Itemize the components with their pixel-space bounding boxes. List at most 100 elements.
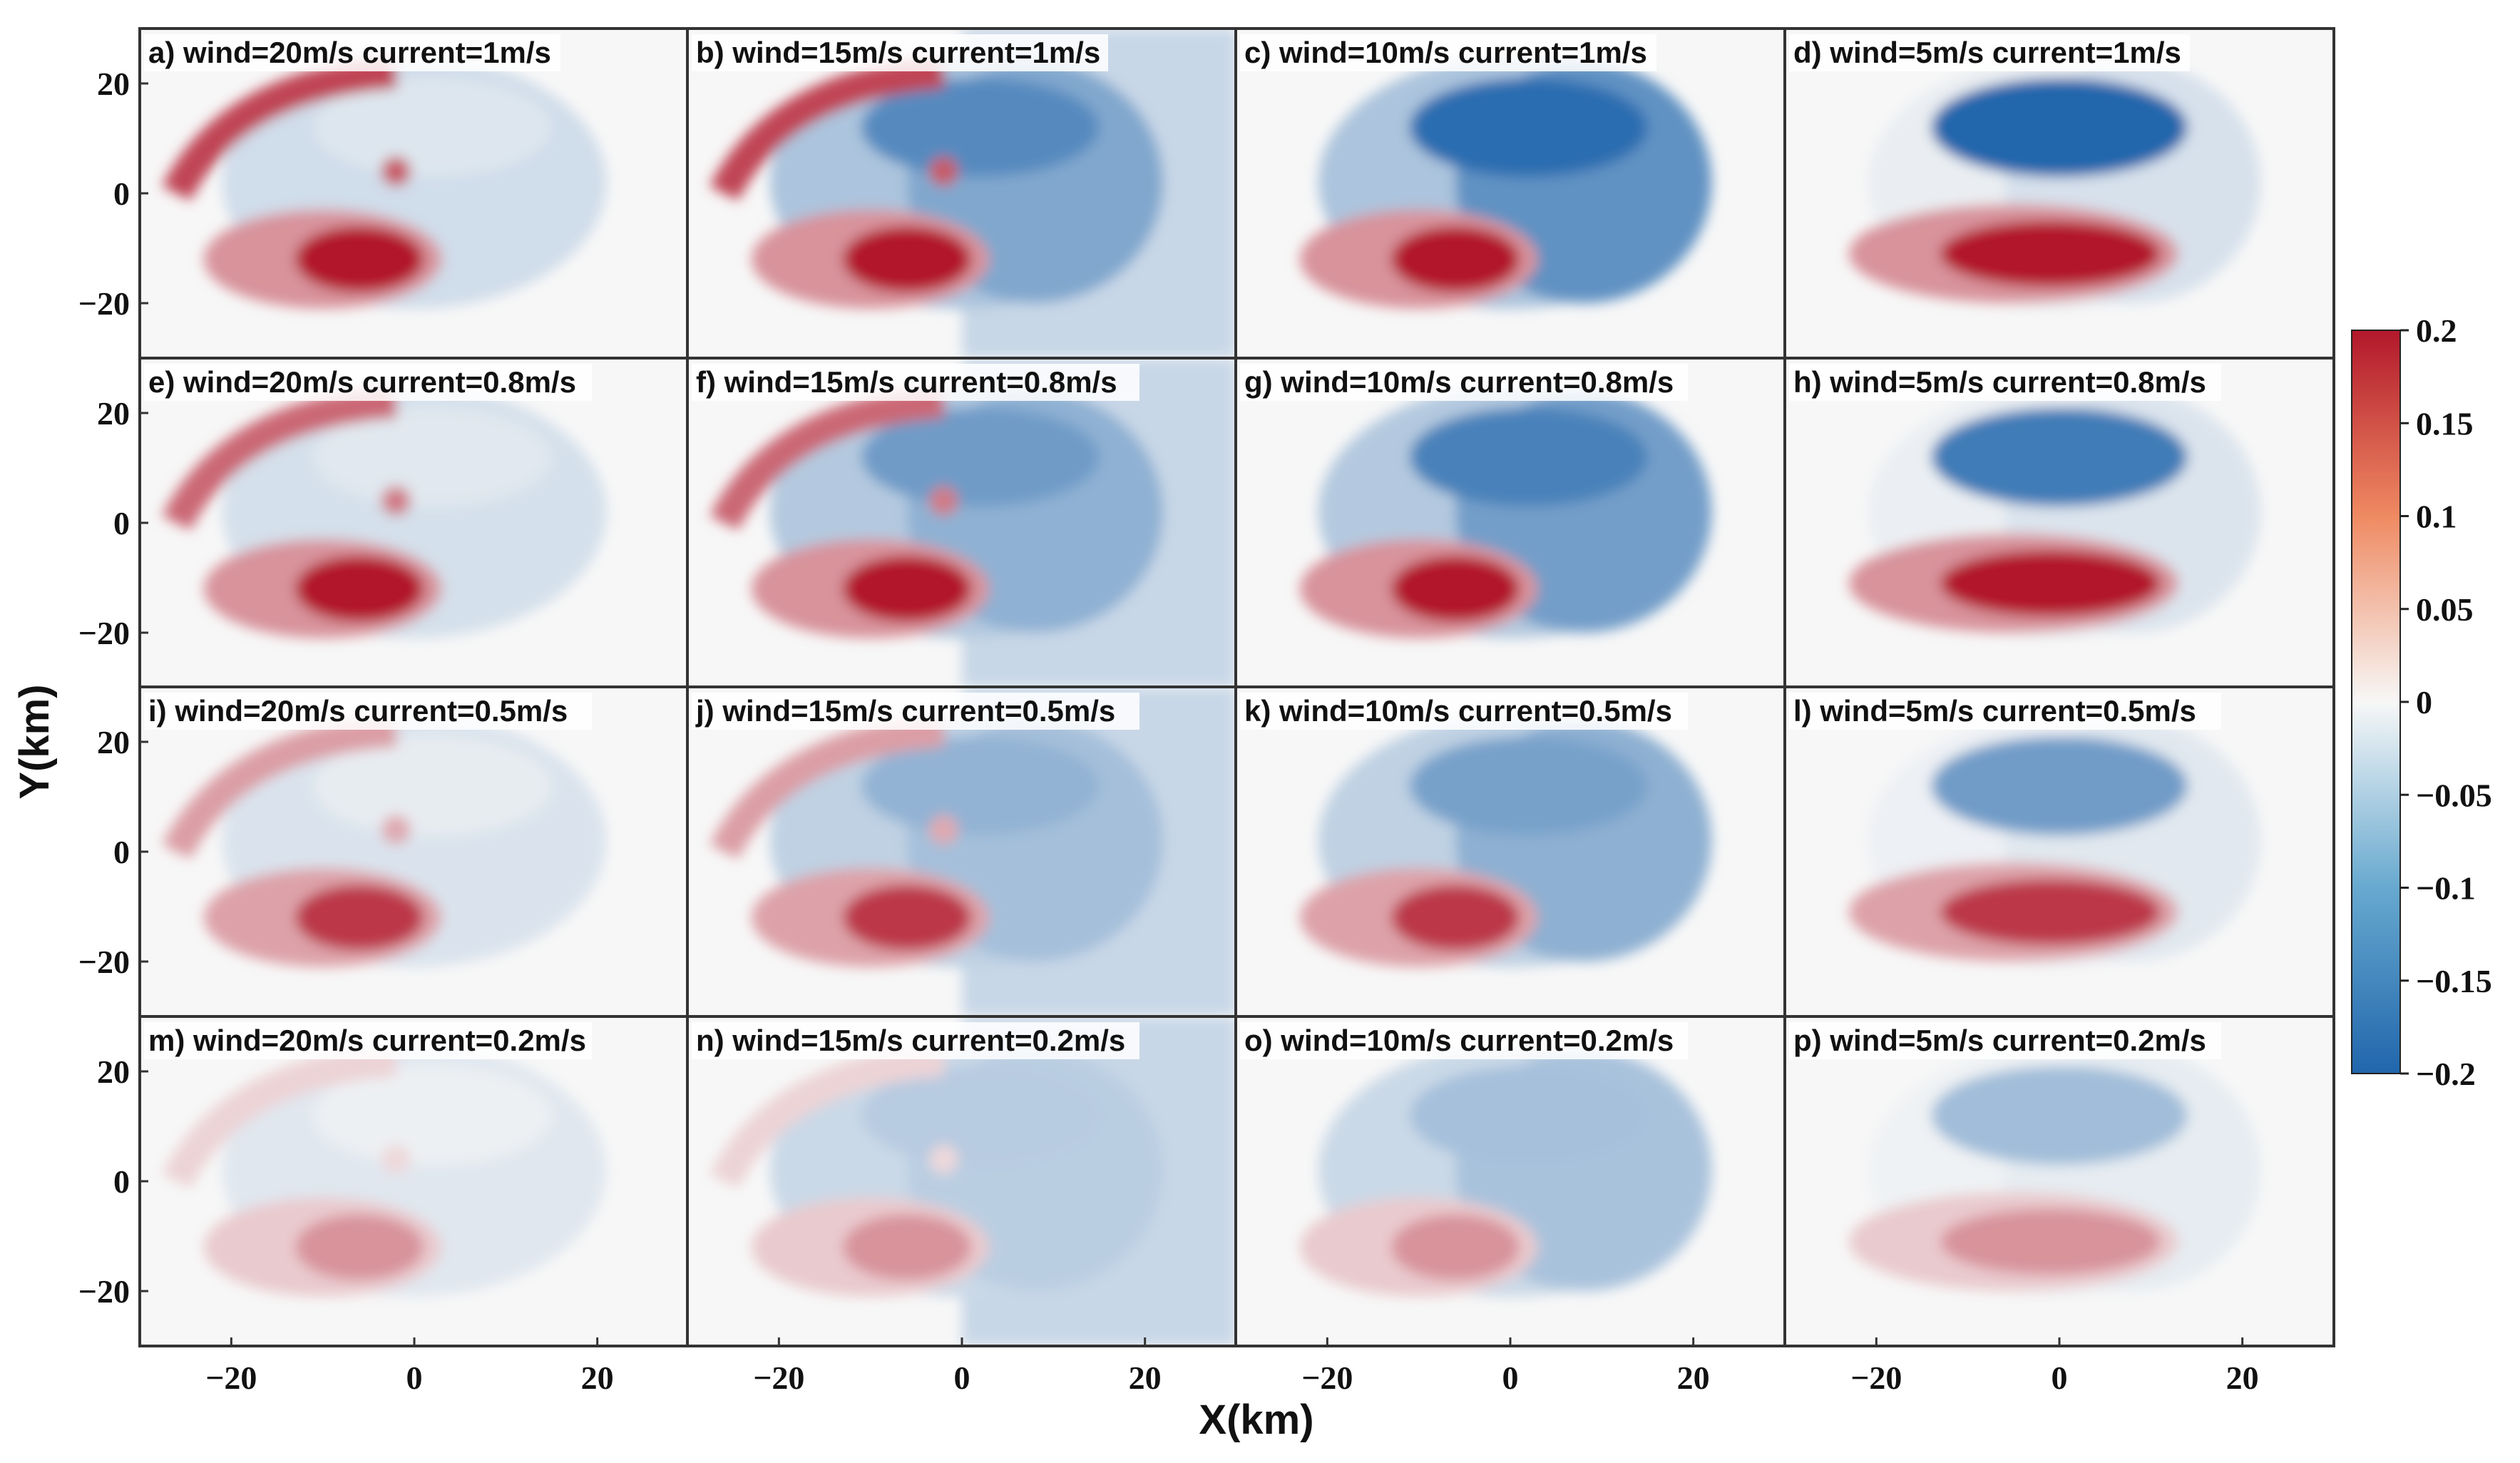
panel-field [1299,56,1712,309]
panel-label: k) wind=10m/s current=0.5m/s [1244,694,1672,728]
field-red-core [843,885,971,951]
panel-label: a) wind=20m/s current=1m/s [148,36,551,69]
colorbar-ticks: 0.2 0.15 0.1 0.05 0 −0.05 −0.1 −0.15 −0.2 [2400,312,2492,1092]
panel-field [1848,714,2261,967]
x-tick-label: −20 [753,1360,804,1396]
field-island-blob [928,1144,958,1174]
y-tick-label: 0 [113,1163,130,1200]
x-tick-label: 0 [2052,1360,2068,1396]
field-upper-lobe [313,407,552,506]
panel-field [162,385,607,638]
x-tick-label: 20 [2226,1360,2259,1396]
field-upper-lobe [1931,736,2188,835]
y-tick-label: 20 [97,1054,130,1090]
panel: m) wind=20m/s current=0.2m/s [138,1015,690,1347]
field-red-core [295,1214,424,1280]
panel: i) wind=20m/s current=0.5m/s [138,685,690,1018]
field-red-core [843,556,971,622]
panel: f) wind=15m/s current=0.8m/s [686,357,1238,689]
field-island-blob [381,1144,411,1174]
panel-label: d) wind=5m/s current=1m/s [1793,36,2181,69]
colorbar: 0.2 0.15 0.1 0.05 0 −0.05 −0.1 −0.15 −0.2 [2351,312,2492,1092]
panel-label-background [1789,364,2221,401]
y-tick-label: 0 [113,175,130,212]
field-red-core [1391,226,1520,292]
panel: a) wind=20m/s current=1m/s [138,27,690,360]
axes-layer: 20 0 −20 20 0 −20 20 0 −20 20 0 −20 −20 0 20 −20 0 20 −20 0… [78,66,2259,1396]
colorbar-tick-label: −0.15 [2416,963,2492,999]
colorbar-gradient [2351,330,2401,1074]
field-upper-lobe [1409,407,1648,506]
panel-label-background [692,1022,1139,1059]
x-tick-label: 0 [406,1360,423,1396]
field-upper-lobe [1409,736,1648,835]
panel: d) wind=5m/s current=1m/s [1783,27,2335,360]
field-upper-lobe [313,78,552,177]
panels-layer: a) wind=20m/s current=1m/s b) wind=15m/s … [138,27,2335,1347]
x-tick-label: 20 [1129,1360,1162,1396]
panel-field [1299,385,1712,638]
panel-label-background [144,1022,592,1059]
field-island-blob [381,815,411,845]
panel-label-background [1789,1022,2221,1059]
field-red-core [1940,220,2161,287]
x-tick-label: −20 [1850,1360,1902,1396]
panel-label: e) wind=20m/s current=0.8m/s [148,365,576,399]
panel: e) wind=20m/s current=0.8m/s [138,357,690,689]
panel: b) wind=15m/s current=1m/s [686,27,1238,360]
field-edge-arc [710,1044,945,1189]
field-upper-lobe [1931,407,2188,506]
panel: k) wind=10m/s current=0.5m/s [1234,685,1786,1018]
field-edge-arc [162,715,397,860]
field-upper-lobe [861,407,1100,506]
colorbar-tick-label: 0.15 [2416,405,2474,442]
field-island-blob [928,815,958,845]
colorbar-tick-label: −0.2 [2416,1056,2476,1092]
panel-label-background [692,34,1108,71]
y-axis-label: Y(km) [11,684,58,799]
panel-field [710,29,1236,358]
field-edge-arc [162,386,397,531]
panel-label: n) wind=15m/s current=0.2m/s [696,1024,1125,1057]
y-tick-label: −20 [78,1273,130,1310]
y-tick-label: 0 [113,834,130,870]
field-upper-lobe [861,736,1100,835]
panel-label: c) wind=10m/s current=1m/s [1244,36,1647,69]
field-red-core [843,226,971,292]
y-tick-label: 0 [113,505,130,541]
x-tick-label: 20 [581,1360,614,1396]
x-tick-label: −20 [1301,1360,1353,1396]
colorbar-tick-label: 0.05 [2416,591,2474,628]
colorbar-tick-label: 0 [2416,684,2432,720]
y-tick-label: 20 [97,395,130,432]
panel-label-background [144,34,560,71]
panel-label: l) wind=5m/s current=0.5m/s [1793,694,2196,728]
panel-label-background [144,364,592,401]
panel-label: j) wind=15m/s current=0.5m/s [695,694,1115,728]
field-upper-lobe [1931,1066,2188,1165]
panel-field [710,1016,1236,1346]
panel-label-background [1240,34,1656,71]
panel-field [162,56,607,309]
panel-label: h) wind=5m/s current=0.8m/s [1793,365,2206,399]
y-tick-label: 20 [97,66,130,102]
panel-field [162,1044,607,1297]
field-edge-arc [162,1044,397,1189]
panel-field [1299,1044,1712,1297]
field-edge-arc [162,56,397,201]
panel: l) wind=5m/s current=0.5m/s [1783,685,2335,1018]
field-red-core [1940,879,2161,945]
panel: g) wind=10m/s current=0.8m/s [1234,357,1786,689]
field-red-core [295,556,424,622]
field-red-core [843,1214,971,1280]
panel-label: m) wind=20m/s current=0.2m/s [148,1024,586,1057]
x-tick-label: −20 [205,1360,257,1396]
panel-field [1848,385,2261,638]
field-upper-lobe [1931,78,2188,177]
x-tick-label: 0 [1502,1360,1519,1396]
panel-label-background [1789,693,2221,730]
panel-label-background [692,693,1139,730]
field-red-core [295,885,424,951]
panel-field [710,358,1236,688]
